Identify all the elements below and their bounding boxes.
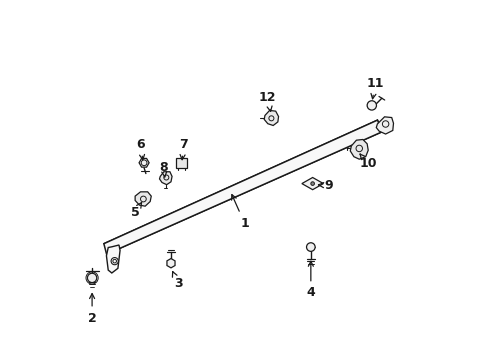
Text: 6: 6 xyxy=(136,138,144,160)
Polygon shape xyxy=(135,192,151,206)
Circle shape xyxy=(310,182,314,185)
Polygon shape xyxy=(139,158,149,167)
Circle shape xyxy=(87,273,97,283)
Text: 12: 12 xyxy=(259,91,276,111)
Polygon shape xyxy=(166,258,175,268)
Polygon shape xyxy=(103,120,382,254)
Text: 3: 3 xyxy=(172,271,182,291)
Text: 9: 9 xyxy=(318,179,332,192)
Polygon shape xyxy=(176,158,187,168)
Text: 8: 8 xyxy=(159,161,168,177)
Text: 5: 5 xyxy=(130,203,142,219)
Text: 2: 2 xyxy=(87,293,96,325)
Text: 10: 10 xyxy=(359,154,376,170)
Circle shape xyxy=(366,101,376,110)
Polygon shape xyxy=(264,111,278,126)
Polygon shape xyxy=(349,139,367,159)
Circle shape xyxy=(306,243,314,251)
Text: 11: 11 xyxy=(366,77,384,99)
Text: 1: 1 xyxy=(231,194,248,230)
Polygon shape xyxy=(106,245,120,273)
Polygon shape xyxy=(159,172,172,185)
Text: 7: 7 xyxy=(179,138,187,160)
Polygon shape xyxy=(301,177,323,190)
Text: 4: 4 xyxy=(306,261,315,300)
Polygon shape xyxy=(376,117,393,134)
